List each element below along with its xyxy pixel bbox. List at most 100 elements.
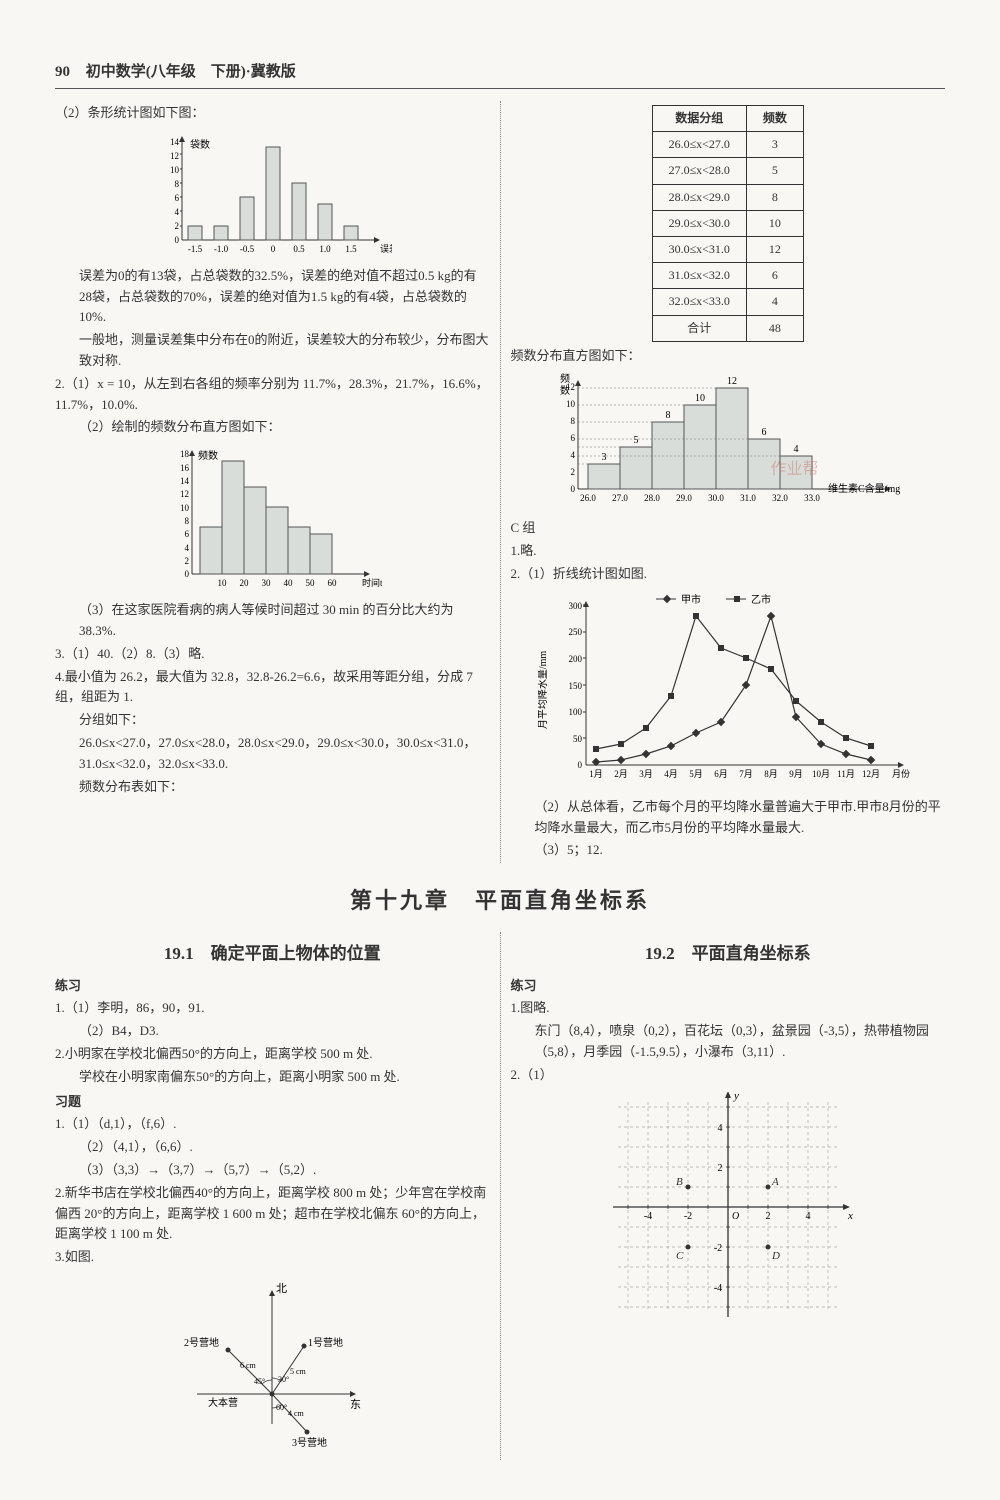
td: 12	[746, 236, 803, 262]
svg-text:26.0: 26.0	[580, 493, 596, 503]
svg-text:-1.0: -1.0	[214, 244, 229, 254]
svg-text:6: 6	[185, 529, 190, 539]
svg-text:B: B	[676, 1176, 683, 1188]
svg-text:32.0: 32.0	[772, 493, 788, 503]
svg-text:2: 2	[717, 1163, 722, 1174]
group-label: C 组	[511, 518, 946, 539]
svg-text:y: y	[733, 1092, 739, 1102]
section-title: 19.1 确定平面上物体的位置	[55, 940, 490, 967]
svg-text:1.0: 1.0	[320, 244, 332, 254]
td: 32.0≤x<33.0	[652, 289, 746, 315]
svg-text:100: 100	[568, 707, 582, 717]
subheading: 练习	[55, 976, 490, 997]
histogram-chart-3: 频 数 0 24 68 1012	[511, 372, 946, 512]
svg-text:27.0: 27.0	[612, 493, 628, 503]
svg-text:3号营地: 3号营地	[292, 1436, 327, 1449]
svg-text:30°: 30°	[278, 1375, 289, 1384]
svg-text:5月: 5月	[689, 769, 703, 779]
svg-text:50: 50	[306, 578, 316, 588]
svg-text:300: 300	[568, 601, 582, 611]
svg-text:4: 4	[793, 444, 798, 455]
svg-text:大本营: 大本营	[208, 1396, 238, 1409]
text: （2）条形统计图如下图：	[55, 103, 490, 124]
th: 频数	[746, 106, 803, 132]
svg-text:0: 0	[175, 235, 180, 245]
svg-text:-2: -2	[684, 1211, 692, 1222]
svg-text:50: 50	[573, 734, 583, 744]
td: 10	[746, 210, 803, 236]
header-title: 初中数学(八年级 下册)·冀教版	[86, 64, 296, 80]
svg-text:北: 北	[276, 1282, 287, 1295]
svg-text:150: 150	[568, 681, 582, 691]
td: 27.0≤x<28.0	[652, 158, 746, 184]
td: 26.0≤x<27.0	[652, 132, 746, 158]
text: 2.（1）	[511, 1065, 946, 1086]
svg-text:5 cm: 5 cm	[290, 1367, 307, 1376]
svg-text:-2: -2	[714, 1243, 722, 1254]
svg-text:4: 4	[805, 1211, 810, 1222]
svg-text:33.0: 33.0	[804, 493, 820, 503]
svg-text:10月: 10月	[812, 769, 830, 779]
svg-text:14: 14	[170, 137, 180, 147]
text: 2.小明家在学校北偏西50°的方向上，距离学校 500 m 处.	[55, 1044, 490, 1065]
svg-text:250: 250	[568, 627, 582, 637]
svg-text:-4: -4	[644, 1211, 652, 1222]
svg-text:4: 4	[717, 1123, 722, 1134]
text: 误差为0的有13袋，占总袋数的32.5%，误差的绝对值不超过0.5 kg的有28…	[55, 266, 490, 328]
svg-text:1月: 1月	[589, 769, 603, 779]
svg-text:200: 200	[568, 654, 582, 664]
svg-text:4 cm: 4 cm	[288, 1409, 305, 1418]
svg-text:30: 30	[262, 578, 272, 588]
td: 3	[746, 132, 803, 158]
section-19-2: 19.2 平面直角坐标系 练习 1.图略. 东门（8,4），喷泉（0,2），百花…	[511, 932, 946, 1460]
td: 29.0≤x<30.0	[652, 210, 746, 236]
text: 一般地，测量误差集中分布在0的附近，误差较大的分布较少，分布图大致对称.	[55, 330, 490, 372]
text: 4.最小值为 26.2，最大值为 32.8，32.8-26.2=6.6，故采用等…	[55, 667, 490, 709]
text: （3）（3,3）→（3,7）→（5,7）→（5,2）.	[55, 1160, 490, 1181]
direction-diagram: 北 东 1号营地 5 cm 30° 2号营地 6 cm 45°	[55, 1274, 490, 1454]
svg-text:16: 16	[180, 463, 190, 473]
th: 数据分组	[652, 106, 746, 132]
svg-text:29.0: 29.0	[676, 493, 692, 503]
text: 3.（1）40.（2）8.（3）略.	[55, 644, 490, 665]
td: 48	[746, 315, 803, 341]
svg-text:8: 8	[175, 179, 180, 189]
text: 1.（1）（d,1），（f,6）.	[55, 1114, 490, 1135]
line-chart-4: 甲市 乙市 月平均降水量/mm 0 50 100	[511, 591, 946, 791]
svg-text:14: 14	[180, 476, 190, 486]
svg-text:2月: 2月	[614, 769, 628, 779]
text: 1.图略.	[511, 998, 946, 1019]
svg-text:31.0: 31.0	[740, 493, 756, 503]
svg-text:0: 0	[185, 569, 190, 579]
svg-text:30.0: 30.0	[708, 493, 724, 503]
svg-text:C: C	[676, 1250, 684, 1262]
text: 频数分布直方图如下：	[511, 346, 946, 367]
svg-text:10: 10	[170, 165, 180, 175]
text: 2.新华书店在学校北偏西40°的方向上，距离学校 800 m 处；少年宫在学校南…	[55, 1183, 490, 1245]
svg-text:月平均降水量/mm: 月平均降水量/mm	[538, 650, 549, 729]
svg-text:8: 8	[570, 416, 575, 426]
svg-text:28.0: 28.0	[644, 493, 660, 503]
svg-text:60: 60	[328, 578, 338, 588]
svg-text:12: 12	[566, 382, 575, 392]
svg-text:2号营地: 2号营地	[184, 1336, 219, 1349]
svg-text:10: 10	[218, 578, 228, 588]
svg-text:8月: 8月	[764, 769, 778, 779]
svg-text:4: 4	[185, 543, 190, 553]
subheading: 练习	[511, 976, 946, 997]
text: 2.（1）折线统计图如图.	[511, 564, 946, 585]
svg-text:-0.5: -0.5	[240, 244, 255, 254]
svg-text:维生素C含量/mg: 维生素C含量/mg	[828, 482, 900, 495]
svg-text:D: D	[771, 1250, 780, 1262]
text: （2）B4，D3.	[55, 1021, 490, 1042]
svg-text:18: 18	[180, 449, 190, 459]
svg-text:6: 6	[175, 193, 180, 203]
svg-text:8: 8	[665, 410, 670, 421]
text: （2）从总体看，乙市每个月的平均降水量普遍大于甲市.甲市8月份的平均降水量最大，…	[511, 797, 946, 839]
td: 4	[746, 289, 803, 315]
svg-text:10: 10	[180, 503, 190, 513]
svg-text:A: A	[771, 1176, 779, 1188]
svg-text:时间t/min: 时间t/min	[362, 577, 382, 588]
svg-text:0: 0	[570, 484, 575, 494]
svg-text:7月: 7月	[739, 769, 753, 779]
